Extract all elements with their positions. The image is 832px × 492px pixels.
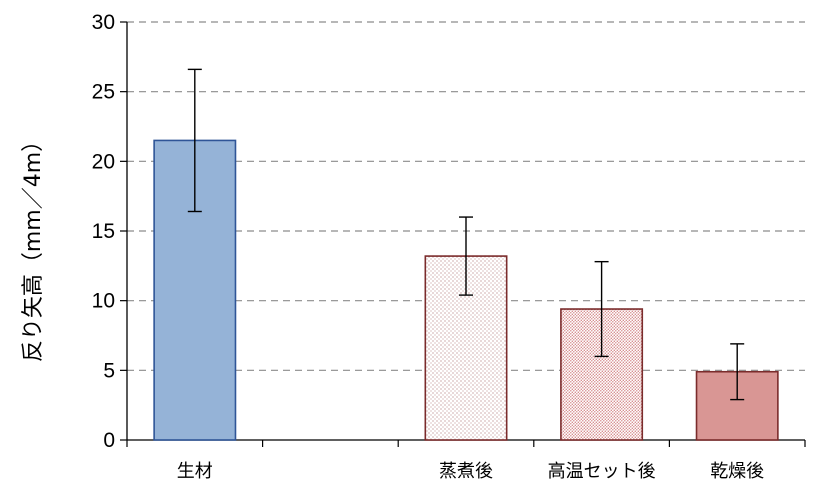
- y-tick-label: 30: [92, 11, 115, 34]
- labels: 0 5 10 15 20 25 30 生材 蒸煮後 高温セット後 乾燥後: [92, 11, 765, 482]
- bars: [153, 68, 779, 441]
- y-tick-label: 25: [92, 81, 115, 104]
- y-axis-label: 反り矢高（mm／4m）: [21, 130, 46, 362]
- x-category-label: 乾燥後: [710, 461, 764, 482]
- x-category-label: 蒸煮後: [439, 461, 493, 482]
- bar: [153, 139, 237, 441]
- y-tick-label: 20: [92, 150, 115, 173]
- y-tick-label: 15: [92, 220, 115, 243]
- x-category-label: 高温セット後: [548, 461, 656, 482]
- y-tick-label: 0: [103, 429, 115, 452]
- y-tick-label: 10: [92, 290, 115, 313]
- y-tick-label: 5: [103, 359, 115, 382]
- x-category-label: 生材: [177, 461, 213, 482]
